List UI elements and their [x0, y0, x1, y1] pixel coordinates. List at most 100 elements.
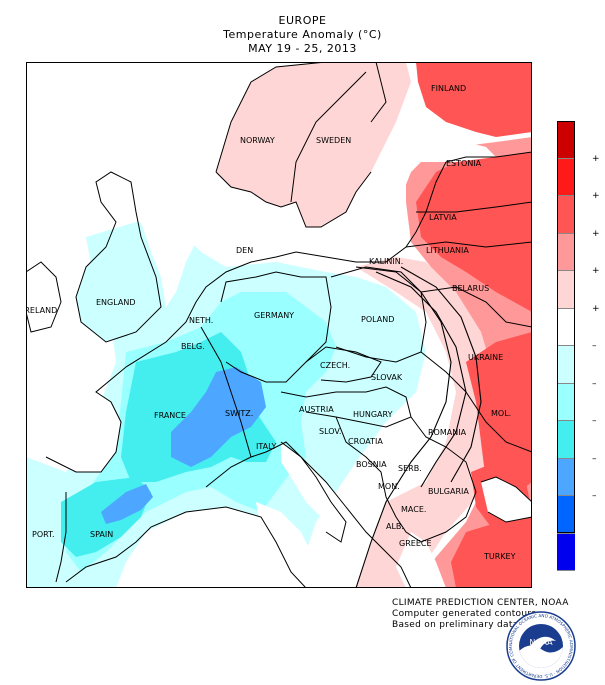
- noaa-bird-icon: [526, 636, 556, 651]
- black-sea: [481, 477, 532, 522]
- label-ukraine: UKRAINE: [468, 353, 503, 362]
- label-greece: GREECE: [399, 539, 432, 548]
- zero-contour-east-inner: [375, 271, 467, 488]
- label-albania: ALB.: [386, 522, 404, 531]
- legend-tick-label: +: [592, 228, 600, 239]
- poland-border: [330, 266, 427, 363]
- label-bulgaria: BULGARIA: [428, 487, 469, 496]
- label-switzerland: SWITZ.: [225, 409, 253, 418]
- map-title: Temperature Anomaly (°C): [223, 28, 382, 41]
- credits: CLIMATE PREDICTION CENTER, NOAA Computer…: [392, 598, 569, 631]
- iberia-border: [55, 492, 67, 583]
- anomaly-contours: [355, 266, 482, 588]
- label-macedonia: MACE.: [401, 505, 426, 514]
- legend-swatch: [557, 271, 575, 309]
- british-paleblue-region: [76, 247, 161, 342]
- mediterranean-west: [116, 507, 286, 588]
- legend-swatch: [557, 383, 575, 421]
- label-ireland: IRELAND: [26, 306, 57, 315]
- label-lithuania: LITHUANIA: [426, 246, 469, 255]
- baltic-sea: [306, 132, 426, 262]
- legend-tick-label: –: [592, 341, 597, 351]
- label-belarus: BELARUS: [452, 284, 489, 293]
- germany-border: [220, 271, 332, 383]
- legend-tick-label: +: [592, 266, 600, 276]
- ukraine-border: [420, 286, 532, 453]
- ukraine-red-core: [466, 332, 532, 502]
- label-norway: NORWAY: [240, 136, 275, 145]
- label-england: ENGLAND: [96, 298, 136, 307]
- label-czech: CZECH.: [320, 361, 350, 370]
- map-frame: [26, 62, 532, 588]
- anomaly-map: FINLAND NORWAY SWEDEN ESTONIA LATVIA LIT…: [26, 62, 532, 588]
- label-romania: ROMANIA: [428, 428, 467, 437]
- label-spain: SPAIN: [90, 530, 113, 539]
- spain-blue-core: [101, 484, 153, 524]
- ireland-coast: [26, 261, 62, 333]
- austria-hungary-border: [280, 386, 412, 428]
- label-sweden: SWEDEN: [316, 136, 351, 145]
- continent-coast: [45, 151, 532, 473]
- legend-tick-label: +: [592, 153, 600, 164]
- map-region-title: EUROPE: [278, 14, 327, 27]
- france-blue-core: [171, 367, 266, 467]
- turkey-red-core: [451, 512, 532, 588]
- legend-swatch: [557, 421, 575, 459]
- label-montenegro: MON.: [378, 482, 400, 491]
- zero-contour-east: [355, 266, 452, 588]
- label-belgium: BELG.: [181, 342, 205, 351]
- legend-swatch: [557, 458, 575, 496]
- legend-tick-label: –: [592, 453, 597, 464]
- legend-tick-label: –: [592, 416, 597, 426]
- label-turkey: TURKEY: [483, 552, 516, 561]
- med-coast: [65, 441, 412, 588]
- aegean-sea: [396, 532, 446, 588]
- label-italy: ITALY: [256, 442, 276, 451]
- label-latvia: LATVIA: [429, 213, 457, 222]
- color-legend: [557, 121, 575, 571]
- italy-border: [250, 441, 347, 543]
- contour-east-second: [400, 266, 482, 483]
- baltic-red-core: [416, 152, 532, 312]
- borders: [26, 62, 532, 588]
- legend-swatch: [557, 158, 575, 196]
- adriatic-sea: [281, 442, 346, 527]
- legend-swatch: [557, 346, 575, 384]
- scandinavia-coast: [215, 62, 372, 228]
- label-netherlands: NETH.: [189, 316, 213, 325]
- baltic-borders: [405, 201, 532, 248]
- label-france: FRANCE: [154, 411, 186, 420]
- noaa-wave-icon: [519, 645, 563, 668]
- label-slovenia: SLOV.: [319, 427, 341, 436]
- label-kalinin: KALININ.: [369, 257, 403, 266]
- label-hungary: HUNGARY: [353, 410, 393, 419]
- country-labels: FINLAND NORWAY SWEDEN ESTONIA LATVIA LIT…: [26, 84, 516, 561]
- gulf-of-finland: [406, 132, 496, 162]
- legend-tick-label: +: [592, 303, 600, 314]
- label-serbia: SERB.: [398, 464, 422, 473]
- credit-line-2: Computer generated contours: [392, 609, 537, 619]
- label-croatia: CROATIA: [348, 437, 383, 446]
- label-estonia: ESTONIA: [446, 159, 482, 168]
- noaa-logo: NATIONAL OCEANIC AND ATMOSPHERIC ADMINIS…: [506, 611, 576, 681]
- label-slovakia: SLOVAK: [371, 373, 403, 382]
- north-sea: [141, 172, 251, 307]
- eastern-pink-band: [356, 257, 496, 588]
- legend-tick-label: +: [592, 191, 600, 201]
- legend-swatch: [557, 308, 575, 346]
- label-finland: FINLAND: [431, 84, 466, 93]
- czech-border: [305, 346, 382, 383]
- british-coast: [75, 171, 162, 343]
- label-bosnia: BOSNIA: [356, 460, 387, 469]
- label-denmark: DEN: [236, 246, 253, 255]
- black-sea-coast: [480, 476, 532, 523]
- map-dates: MAY 19 - 25, 2013: [248, 42, 357, 55]
- balkans-border: [335, 416, 477, 543]
- legend-tick-label: –: [592, 491, 597, 501]
- legend-swatch: [557, 533, 575, 571]
- scandinavia-landmass: [216, 62, 411, 227]
- legend-swatch: [557, 233, 575, 271]
- finland-landmass: [416, 62, 532, 137]
- label-poland: POLAND: [361, 315, 394, 324]
- label-portugal: PORT.: [32, 530, 55, 539]
